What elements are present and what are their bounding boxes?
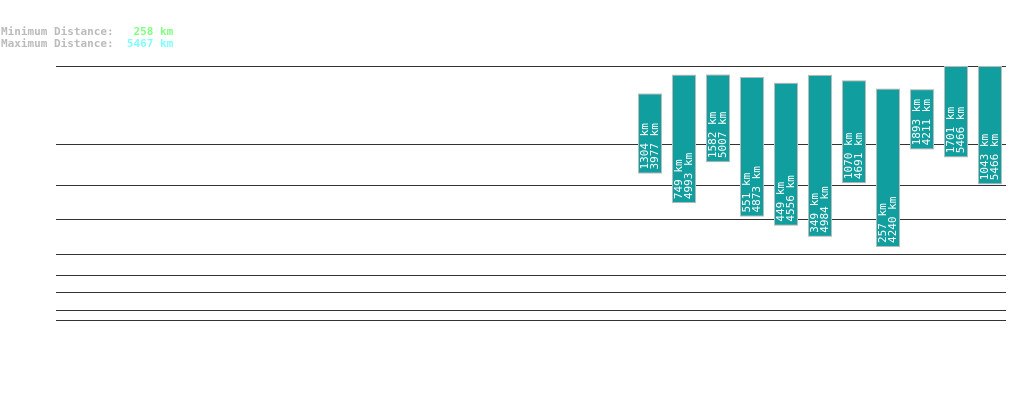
range-bar	[910, 89, 934, 150]
range-bar	[808, 74, 832, 237]
max-label: 4993 km	[682, 152, 695, 199]
min-label: 349 km	[808, 193, 821, 233]
max-distance-label: Maximum Distance:	[1, 37, 114, 50]
min-label: 1043 km	[978, 134, 991, 181]
max-distance-row: Maximum Distance: 5467 km	[1, 38, 173, 50]
max-label: 4691 km	[852, 132, 865, 179]
min-label: 1070 km	[842, 132, 855, 179]
range-bar	[740, 76, 764, 217]
min-label: 449 km	[774, 182, 787, 222]
range-bar	[672, 74, 696, 204]
min-label: 551 km	[740, 172, 753, 212]
max-label: 5466 km	[988, 134, 1001, 181]
min-label: 749 km	[672, 159, 685, 199]
min-label: 1582 km	[706, 111, 719, 158]
range-bar	[944, 66, 968, 158]
max-label: 5466 km	[954, 107, 967, 154]
range-bar	[638, 93, 662, 174]
max-distance-value: 5467 km	[126, 37, 174, 50]
max-label: 4240 km	[886, 196, 899, 243]
max-label: 4211 km	[920, 99, 933, 146]
max-label: 4556 km	[784, 175, 797, 222]
max-label: 3977 km	[648, 123, 661, 170]
min-label: 1893 km	[910, 99, 923, 146]
max-label: 5007 km	[716, 111, 729, 158]
range-bar	[842, 80, 866, 184]
max-label: 4873 km	[750, 166, 763, 213]
min-label: 257 km	[876, 203, 889, 243]
range-bar	[978, 66, 1002, 185]
min-distance-row: Minimum Distance: 258 km	[1, 26, 173, 38]
min-distance-value: 258 km	[133, 25, 174, 38]
range-bar	[774, 82, 798, 226]
min-label: 1701 km	[944, 107, 957, 154]
range-bar	[876, 88, 900, 248]
range-bar	[706, 74, 730, 163]
min-distance-label: Minimum Distance:	[1, 25, 114, 38]
max-label: 4984 km	[818, 186, 831, 233]
min-label: 1304 km	[638, 123, 651, 170]
